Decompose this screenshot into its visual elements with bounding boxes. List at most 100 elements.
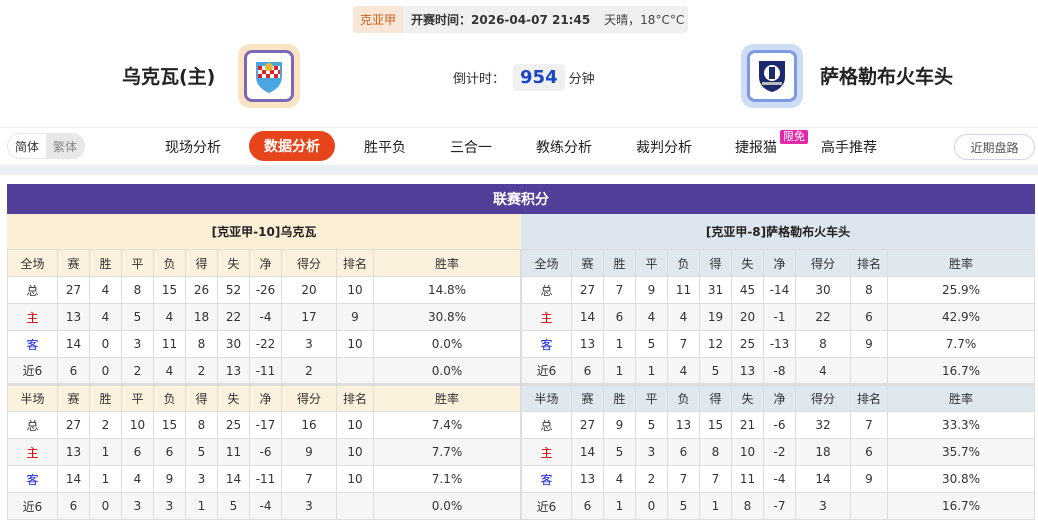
table-cell: 18 bbox=[795, 438, 851, 466]
kickoff-label: 开赛时间： bbox=[411, 13, 472, 27]
column-header: 得分 bbox=[795, 383, 851, 412]
tab-onsite-analysis[interactable]: 现场分析 bbox=[165, 140, 221, 156]
row-label: 客 bbox=[521, 330, 572, 358]
column-header: 得分 bbox=[281, 249, 337, 277]
table-row: 近6 6 0 2 4 2 13 -11 2 0.0% bbox=[7, 357, 521, 385]
recent-handicap-button[interactable]: 近期盘路 bbox=[954, 134, 1035, 160]
table-cell: 17 bbox=[281, 303, 337, 331]
league-standings: 联赛积分 [克亚甲-10]乌克瓦 全场赛胜平负得失净得分 排名 胜率总 27 4 8 15 2… bbox=[7, 184, 1035, 520]
table-cell: 19 bbox=[699, 303, 732, 331]
table-cell: 2 bbox=[635, 465, 668, 493]
table-cell: -7 bbox=[763, 492, 796, 520]
table-cell: 5 bbox=[185, 438, 218, 466]
table-cell: 1 bbox=[603, 330, 636, 358]
table-cell: 6 bbox=[57, 492, 90, 520]
column-header: 胜率 bbox=[887, 383, 1035, 412]
table-cell: 9 bbox=[281, 438, 337, 466]
table-cell: 0 bbox=[635, 492, 668, 520]
table-cell: 5 bbox=[121, 303, 154, 331]
table-cell: 13 bbox=[571, 465, 604, 493]
away-standings-header: [克亚甲-8]萨格勒布火车头 bbox=[521, 214, 1035, 249]
table-row: 近6 6 1 0 5 1 8 -7 3 16.7% bbox=[521, 492, 1035, 520]
table-cell: 6 bbox=[571, 492, 604, 520]
table-cell: 6 bbox=[667, 438, 700, 466]
table-cell: 4 bbox=[89, 303, 122, 331]
table-cell: 6 bbox=[850, 303, 888, 331]
table-cell: 0.0% bbox=[373, 492, 521, 520]
row-label: 客 bbox=[521, 465, 572, 493]
tab-jiebaomao[interactable]: 捷报猫 bbox=[735, 140, 777, 156]
away-team-logo[interactable] bbox=[741, 44, 803, 108]
tab-data-analysis[interactable]: 数据分析 bbox=[249, 131, 335, 161]
table-cell: 5 bbox=[217, 492, 250, 520]
table-cell: 9 bbox=[603, 411, 636, 439]
table-cell: 25 bbox=[731, 330, 764, 358]
table-cell: 11 bbox=[153, 330, 186, 358]
row-label: 近6 bbox=[7, 492, 58, 520]
table-cell: 30 bbox=[217, 330, 250, 358]
countdown-label: 倒计时： bbox=[453, 72, 506, 87]
table-cell: 7 bbox=[667, 330, 700, 358]
table-cell bbox=[850, 357, 888, 385]
table-cell: 3 bbox=[795, 492, 851, 520]
table-cell: 10 bbox=[336, 276, 374, 304]
home-team-name[interactable]: 乌克瓦(主) bbox=[122, 66, 216, 88]
home-team-logo[interactable] bbox=[238, 44, 300, 108]
table-cell: 20 bbox=[281, 276, 337, 304]
table-row: 客 13 1 5 7 12 25 -13 8 9 7.7% bbox=[521, 330, 1035, 358]
table-cell: 30.8% bbox=[373, 303, 521, 331]
language-toggle[interactable]: 简体 繁体 bbox=[7, 133, 86, 159]
table-cell: 10 bbox=[731, 438, 764, 466]
table-cell: 4 bbox=[89, 276, 122, 304]
table-cell: 1 bbox=[89, 465, 122, 493]
column-header: 胜率 bbox=[373, 249, 521, 277]
table-cell: 9 bbox=[850, 330, 888, 358]
table-cell: 0 bbox=[89, 492, 122, 520]
full-header-row: 全场赛胜平负得失净得分 排名 胜率 bbox=[7, 249, 521, 277]
table-cell: 31 bbox=[699, 276, 732, 304]
table-cell: 13 bbox=[217, 357, 250, 385]
tab-three-in-one[interactable]: 三合一 bbox=[450, 140, 492, 156]
table-cell: 8 bbox=[185, 330, 218, 358]
table-cell: 14.8% bbox=[373, 276, 521, 304]
table-cell: -11 bbox=[249, 357, 282, 385]
table-cell: 22 bbox=[795, 303, 851, 331]
table-cell: 10 bbox=[121, 411, 154, 439]
column-header: 赛 bbox=[57, 249, 90, 277]
tab-expert-picks[interactable]: 高手推荐 bbox=[821, 140, 877, 156]
table-cell: -4 bbox=[249, 492, 282, 520]
table-cell: 30 bbox=[795, 276, 851, 304]
table-cell: 13 bbox=[731, 357, 764, 385]
tab-referee-analysis[interactable]: 裁判分析 bbox=[636, 140, 692, 156]
table-cell: 6 bbox=[121, 438, 154, 466]
column-header: 赛 bbox=[571, 249, 604, 277]
table-cell: 13 bbox=[667, 411, 700, 439]
column-header: 胜率 bbox=[887, 249, 1035, 277]
table-cell: 20 bbox=[731, 303, 764, 331]
column-header: 负 bbox=[667, 249, 700, 277]
table-cell: 15 bbox=[699, 411, 732, 439]
table-cell: 9 bbox=[336, 303, 374, 331]
table-cell: 8 bbox=[699, 438, 732, 466]
column-header: 得 bbox=[699, 249, 732, 277]
row-label: 客 bbox=[7, 330, 58, 358]
table-cell: 14 bbox=[57, 330, 90, 358]
table-cell: 6 bbox=[603, 303, 636, 331]
table-cell: 6 bbox=[571, 357, 604, 385]
table-cell: 22 bbox=[217, 303, 250, 331]
table-cell: 4 bbox=[153, 303, 186, 331]
away-team-name[interactable]: 萨格勒布火车头 bbox=[820, 66, 954, 88]
table-row: 主 14 5 3 6 8 10 -2 18 6 35.7% bbox=[521, 438, 1035, 466]
table-cell: 7 bbox=[667, 465, 700, 493]
lang-traditional[interactable]: 繁体 bbox=[46, 134, 85, 158]
table-cell: 8 bbox=[121, 276, 154, 304]
countdown-unit: 分钟 bbox=[568, 72, 595, 87]
tab-win-draw-loss[interactable]: 胜平负 bbox=[364, 140, 406, 156]
league-badge[interactable]: 克亚甲 bbox=[353, 6, 404, 33]
home-standings-header: [克亚甲-10]乌克瓦 bbox=[7, 214, 521, 249]
row-label: 近6 bbox=[521, 357, 572, 385]
weather: 天晴，18°C°C bbox=[604, 13, 685, 27]
tab-coach-analysis[interactable]: 教练分析 bbox=[536, 140, 592, 156]
lang-simplified[interactable]: 简体 bbox=[15, 139, 40, 154]
column-header: 全场 bbox=[521, 249, 572, 277]
